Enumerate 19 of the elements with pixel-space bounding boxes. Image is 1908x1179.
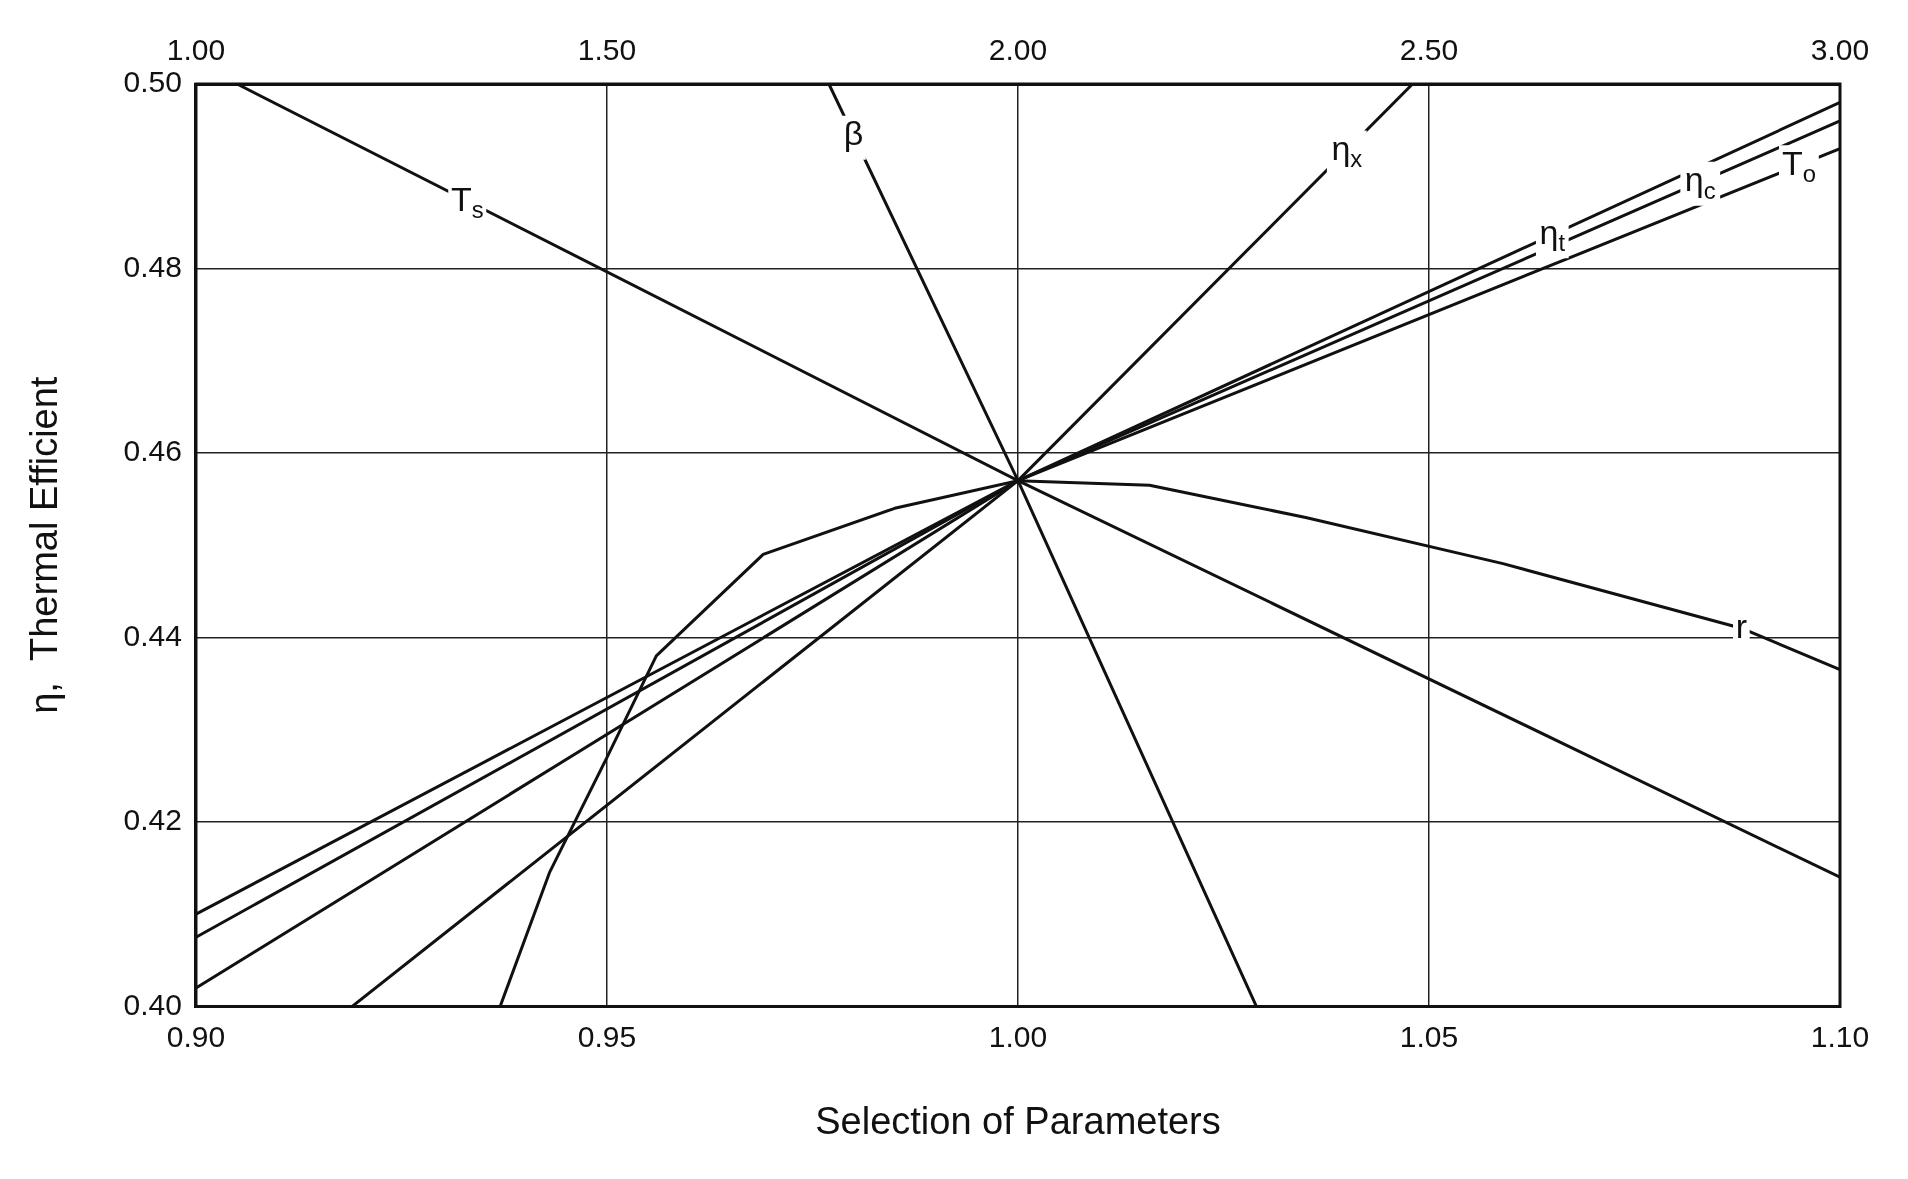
x-tick-label: 0.90 <box>166 1019 226 1053</box>
y-tick-label: 0.46 <box>123 434 182 468</box>
x2-tick-label: 3.00 <box>1810 33 1870 67</box>
y-tick-label: 0.40 <box>123 987 182 1021</box>
x2-tick-label: 1.00 <box>166 33 226 67</box>
y-tick-label: 0.48 <box>123 249 182 283</box>
y-tick-label: 0.42 <box>123 803 182 837</box>
annotation: β <box>843 114 864 153</box>
x-tick-label: 1.00 <box>988 1019 1048 1053</box>
x-tick-label: 0.95 <box>577 1019 637 1053</box>
y-tick-label: 0.50 <box>123 65 182 99</box>
x2-tick-label: 2.50 <box>1399 33 1459 67</box>
y-tick-label: 0.44 <box>123 618 182 652</box>
y-axis-title: η, Thermal Efficient <box>23 376 66 714</box>
x2-tick-label: 1.50 <box>577 33 637 67</box>
x2-tick-label: 2.00 <box>988 33 1048 67</box>
x-tick-label: 1.10 <box>1810 1019 1870 1053</box>
x-tick-label: 1.05 <box>1399 1019 1459 1053</box>
x-axis-title: Selection of Parameters <box>815 1099 1221 1142</box>
